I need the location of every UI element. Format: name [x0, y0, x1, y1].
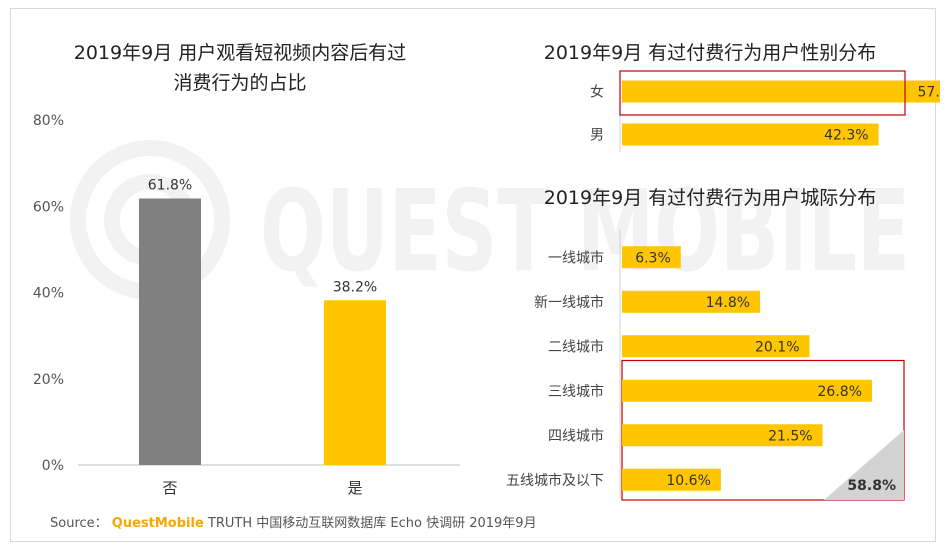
chart-2-title: 2019年9月 有过付费行为用户性别分布: [543, 42, 877, 64]
category-label: 三线城市: [548, 383, 604, 400]
source-suffix: TRUTH 中国移动互联网数据库 Echo 快调研 2019年9月: [207, 516, 537, 531]
bar-5: [622, 424, 823, 447]
bar-value-label: 10.6%: [666, 473, 710, 489]
category-label: 二线城市: [548, 338, 604, 355]
bar-value-label: 20.1%: [755, 339, 799, 355]
bar-value-label: 38.2%: [333, 279, 377, 295]
chart-2-gender-bar: 女 57.7% 男 42.3%: [590, 70, 940, 152]
bar-value-label: 21.5%: [768, 428, 812, 444]
x-category-label: 否: [162, 479, 177, 497]
bar-1: [139, 198, 201, 466]
y-tick-label: 40%: [33, 286, 64, 302]
chart-1-title-line-1: 2019年9月 用户观看短视频内容后有过: [73, 42, 407, 64]
chart-1-title: 2019年9月 用户观看短视频内容后有过 消费行为的占比: [40, 38, 440, 98]
source-prefix: Source：: [50, 516, 108, 531]
bar-2: [324, 300, 386, 465]
category-label: 一线城市: [548, 249, 604, 266]
category-label: 女: [590, 84, 604, 101]
highlight-corner-triangle: [824, 430, 904, 500]
bar-3: [622, 335, 810, 358]
category-label: 五线城市及以下: [506, 472, 604, 489]
y-tick-label: 0%: [42, 458, 64, 474]
highlight-total-label: 58.8%: [847, 478, 896, 494]
chart-3-city-tier-bar: 58.8% 一线城市 6.3% 新一线城市 14.8% 二线城市 20.1% 三线城市 26.8…: [506, 229, 905, 501]
bar-value-label: 42.3%: [824, 128, 868, 144]
bar-value-label: 26.8%: [818, 384, 862, 400]
y-tick-label: 80%: [33, 113, 64, 129]
bar-value-label: 14.8%: [706, 295, 750, 311]
bar-2: [622, 123, 879, 146]
source-brand: QuestMobile: [111, 516, 204, 531]
chart-1-title-line-2: 消费行为的占比: [173, 72, 307, 94]
bar-1: [622, 80, 940, 103]
category-label: 四线城市: [548, 427, 604, 444]
bar-value-label: 57.7%: [918, 85, 940, 101]
bar-value-label: 6.3%: [635, 250, 671, 266]
bar-6: [622, 468, 721, 491]
chart-frame: [10, 8, 936, 542]
y-tick-label: 20%: [33, 372, 64, 388]
bar-value-label: 61.8%: [148, 177, 192, 193]
bar-1: [622, 246, 681, 269]
category-label: 新一线城市: [534, 294, 604, 311]
x-category-label: 是: [347, 479, 362, 497]
y-tick-label: 60%: [33, 199, 64, 215]
bar-4: [622, 379, 872, 402]
highlight-box: [619, 70, 906, 116]
category-label: 男: [590, 128, 604, 144]
chart-3-title: 2019年9月 有过付费行为用户城际分布: [543, 187, 877, 209]
bar-2: [622, 290, 761, 313]
source-note: Source： QuestMobile TRUTH 中国移动互联网数据库 Ech…: [50, 512, 537, 531]
chart-1-vertical-bar: 0% 20% 40% 60% 80% 61.8% 否 38.2% 是: [33, 113, 460, 497]
